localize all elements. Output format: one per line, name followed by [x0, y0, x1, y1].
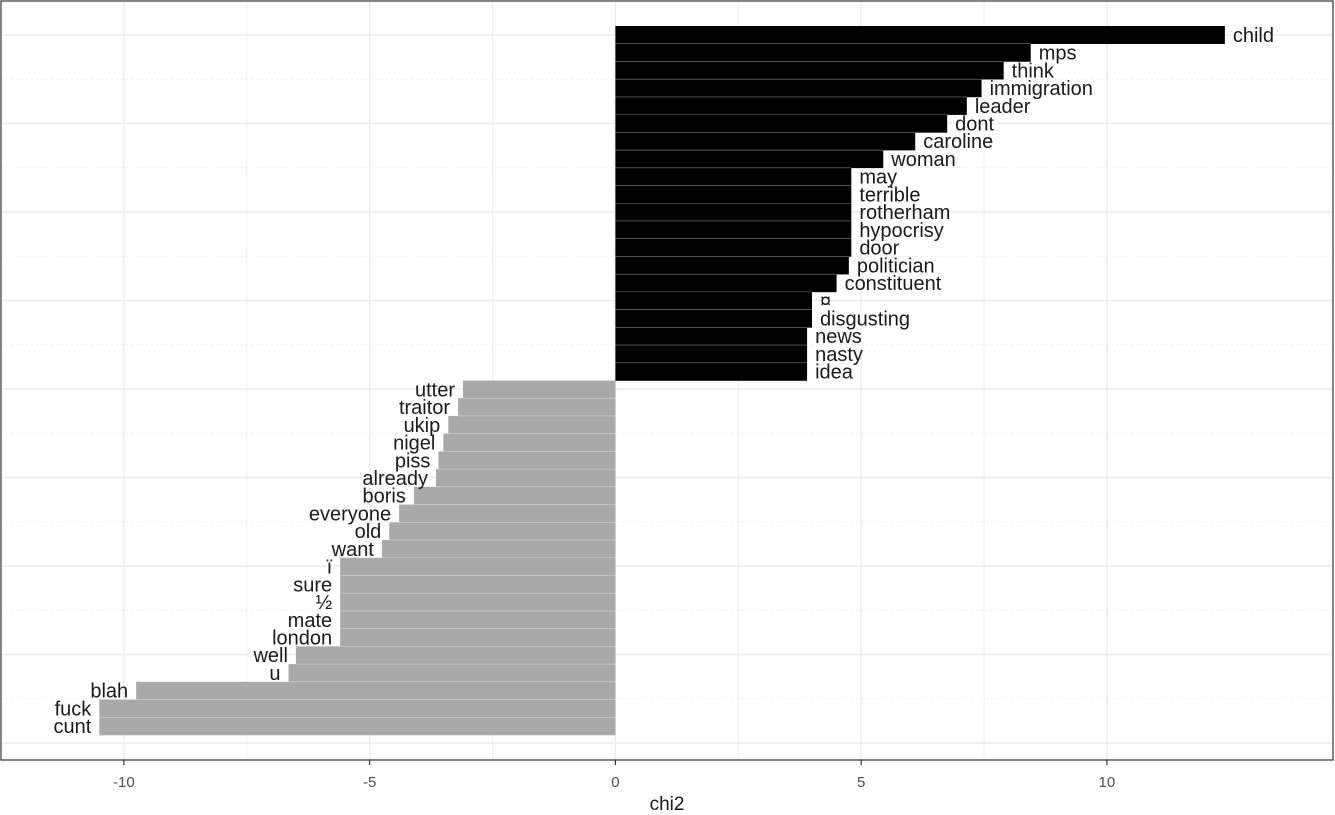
bar: [615, 96, 967, 115]
bar: [295, 646, 616, 665]
bar-label: nasty: [815, 344, 863, 366]
bar: [443, 433, 616, 452]
x-tick-label: -5: [363, 774, 376, 791]
bar-label: ½: [315, 592, 332, 614]
x-axis-title: chi2: [650, 794, 685, 815]
bar-label: old: [355, 521, 382, 543]
bar: [389, 522, 616, 541]
bar: [615, 185, 852, 204]
bar: [615, 132, 916, 151]
bar: [615, 345, 808, 364]
bar: [615, 79, 982, 98]
bar: [399, 504, 616, 523]
x-tick-label: 0: [611, 774, 619, 791]
bar: [288, 664, 616, 683]
bar: [615, 220, 852, 239]
bar-label: fuck: [55, 698, 93, 720]
bar-label: sure: [293, 574, 332, 596]
bar: [381, 540, 616, 559]
bar: [340, 593, 616, 612]
bar-label: mate: [288, 610, 332, 632]
bar: [458, 398, 616, 417]
x-tick-label: -10: [113, 774, 135, 791]
bar-label: piss: [395, 450, 431, 472]
bar: [615, 26, 1225, 45]
bar: [615, 167, 852, 186]
bar-label: terrible: [859, 184, 920, 206]
bar-label: ¤: [820, 291, 831, 313]
bar: [615, 291, 812, 310]
bar-label: traitor: [399, 397, 450, 419]
bar-label: rotherham: [859, 202, 950, 224]
bar: [615, 43, 1031, 62]
bar-label: nigel: [393, 433, 435, 455]
bar: [615, 61, 1004, 80]
bar-label: hypocrisy: [859, 220, 943, 242]
bar-label: dont: [955, 113, 994, 135]
bar-label: everyone: [309, 503, 391, 525]
bars-layer: [99, 26, 1225, 736]
bar: [99, 699, 616, 718]
bar-label: leader: [975, 96, 1031, 118]
bar: [615, 327, 808, 346]
bar-label: child: [1233, 25, 1274, 47]
bar-label: london: [272, 628, 332, 650]
bar: [615, 362, 808, 381]
bar: [615, 309, 812, 328]
bar: [438, 451, 616, 470]
bar: [340, 610, 616, 629]
bar: [340, 557, 616, 576]
bar: [99, 717, 616, 736]
bar-label: ukip: [404, 415, 441, 437]
bar-label: news: [815, 326, 862, 348]
bar-label: already: [362, 468, 428, 490]
bar-label: well: [252, 645, 287, 667]
bar: [615, 238, 852, 257]
bar-label: want: [331, 539, 375, 561]
bar-label: blah: [90, 681, 128, 703]
bar: [615, 114, 948, 133]
bar-labels-layer: child mpsthinkimmigrationleaderdontcaroli…: [53, 25, 1274, 738]
bar: [615, 274, 837, 293]
bar-label: boris: [363, 486, 406, 508]
bar-label: ï: [327, 557, 333, 579]
bar-label: mps: [1039, 43, 1077, 65]
bar: [435, 469, 616, 488]
bar: [413, 486, 616, 505]
bar-label: disgusting: [820, 308, 910, 330]
bar-label: constituent: [845, 273, 942, 295]
bar: [615, 150, 884, 169]
bar-label: immigration: [990, 78, 1093, 100]
bar-label: utter: [415, 379, 455, 401]
bar-label: may: [859, 167, 897, 189]
bar-label: cunt: [53, 716, 91, 738]
bar: [615, 256, 849, 275]
bar-label: door: [859, 238, 899, 260]
bar: [615, 203, 852, 222]
bar-label: think: [1012, 60, 1055, 82]
bar: [448, 415, 616, 434]
x-axis: -10 -5 0 5 10: [113, 760, 1115, 791]
bar-label: woman: [890, 149, 955, 171]
bar: [463, 380, 616, 399]
panel-border: [0, 0, 1334, 761]
x-tick-label: 10: [1099, 774, 1116, 791]
bar-label: politician: [857, 255, 935, 277]
bar: [136, 681, 616, 700]
bar: [340, 628, 616, 647]
bar: [340, 575, 616, 594]
bar-label: caroline: [923, 131, 993, 153]
x-tick-label: 5: [857, 774, 865, 791]
bar-label: idea: [815, 362, 854, 384]
bar-label: u: [269, 663, 280, 685]
